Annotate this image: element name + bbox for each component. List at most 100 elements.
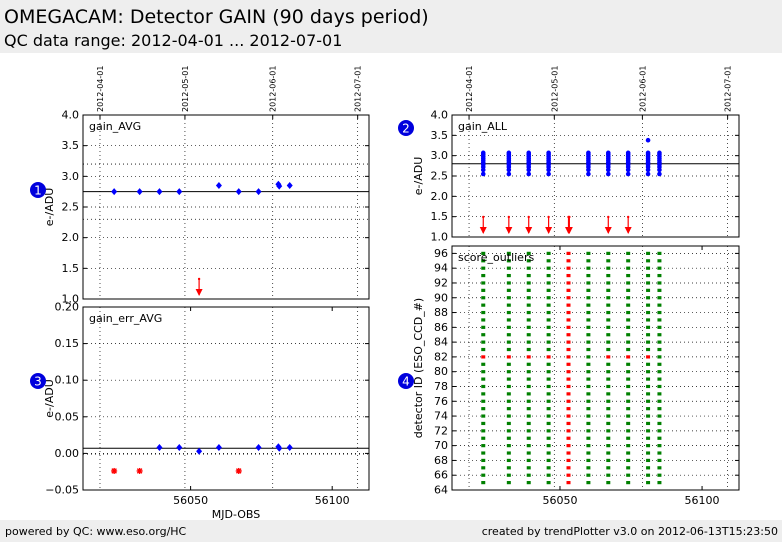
outlier-score-mark [566,473,571,477]
score-mark [626,481,631,485]
score-mark [606,421,611,426]
score-mark [586,481,591,485]
score-mark [626,399,631,403]
score-mark [481,310,486,315]
score-mark [586,325,591,329]
y-tick-label: 2.0 [431,190,449,203]
score-mark [586,310,591,315]
score-mark [657,333,662,337]
data-point [645,171,651,177]
score-mark [481,421,486,426]
score-mark [586,451,591,455]
score-mark [657,355,662,359]
badge-number: 4 [402,375,410,389]
score-mark [646,421,651,426]
score-mark [546,325,551,329]
score-mark [657,421,662,426]
data-point [255,444,262,452]
score-mark [546,429,551,433]
score-mark [646,436,651,440]
score-mark [481,458,486,463]
y-tick-label: 64 [434,484,448,497]
score-mark [606,325,611,329]
score-mark [626,296,631,300]
score-mark [586,392,591,396]
score-mark [546,266,551,270]
score-mark [657,436,662,440]
score-mark [546,303,551,307]
arrow-tail [607,215,610,219]
score-mark [646,303,651,307]
score-mark [506,377,511,381]
score-mark [646,266,651,270]
arrow-head [195,289,203,296]
outlier-score-mark [566,310,571,315]
y-tick-label: 0.20 [55,301,80,314]
score-mark [646,281,651,285]
outlier-score-mark [566,318,571,322]
score-mark [657,325,662,329]
score-mark [546,473,551,477]
score-mark [646,407,651,411]
score-mark [646,288,651,292]
data-point [645,137,651,143]
score-mark [646,466,651,470]
outlier-score-mark [566,466,571,470]
score-mark [506,303,511,307]
score-mark [586,458,591,463]
score-mark [506,421,511,426]
arrow-head [624,227,632,234]
y-tick-label: 2.5 [62,201,80,214]
footer-powered-by: powered by QC: www.eso.org/HC [5,525,187,538]
score-mark [546,347,551,352]
score-mark [657,251,662,255]
score-mark [626,370,631,374]
data-point [215,444,222,452]
outlier-score-mark [566,303,571,307]
score-mark [481,407,486,411]
score-mark [606,466,611,470]
x-tick-label: 56050 [173,494,208,507]
score-mark [586,436,591,440]
score-mark [626,429,631,433]
score-mark [586,421,591,426]
badge-number: 2 [402,122,410,136]
score-mark [586,414,591,418]
score-mark [646,273,651,278]
date-tick-label: 2012-05-01 [181,66,190,113]
score-mark [481,384,486,389]
arrow-head [545,227,553,234]
score-mark [481,429,486,433]
data-point [286,182,293,190]
score-mark [606,281,611,285]
outlier-score-mark [626,355,631,359]
y-tick-label: 78 [434,380,448,393]
score-mark [657,259,662,263]
score-mark [546,377,551,381]
score-mark [606,436,611,440]
score-mark [526,288,531,292]
y-tick-label: 2.5 [431,170,449,183]
score-mark [526,436,531,440]
score-mark [606,429,611,433]
y-tick-label: 86 [434,321,448,334]
score-mark [481,273,486,278]
score-mark [481,481,486,485]
score-mark [646,473,651,477]
outlier-star [235,467,242,474]
score-mark [546,362,551,366]
score-mark [506,407,511,411]
score-mark [506,281,511,285]
score-mark [586,296,591,300]
outlier-score-mark [566,340,571,344]
y-tick-label: 0.15 [55,337,80,350]
score-mark [626,333,631,337]
y-tick-label: 74 [434,410,448,423]
data-point [605,171,611,177]
arrow-tail [527,215,530,219]
score-mark [526,407,531,411]
outlier-score-mark [481,355,486,359]
score-mark [646,392,651,396]
score-mark [506,288,511,292]
score-mark [626,325,631,329]
